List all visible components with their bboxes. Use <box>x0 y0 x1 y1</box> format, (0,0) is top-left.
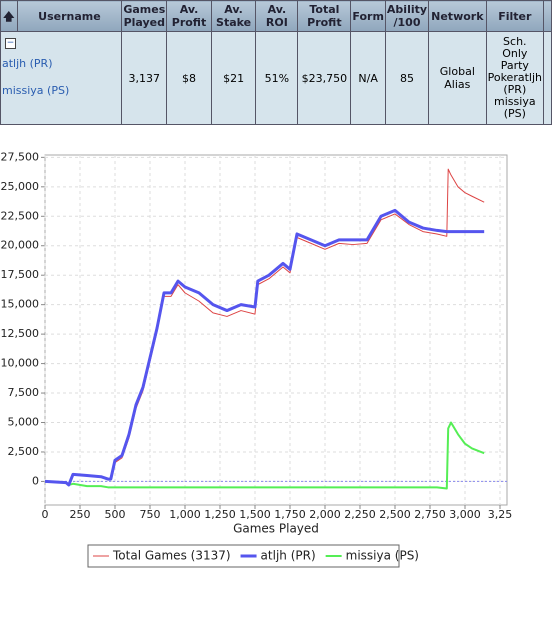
data-row: − atljh (PR) missiya (PS) 3,137 $8 $21 5… <box>0 31 552 125</box>
stats-table: 🡅 Username Games Played Av. Profit Av. S… <box>0 0 552 125</box>
header-cell[interactable]: Av. Stake <box>210 0 257 32</box>
cell: 51% <box>255 31 299 125</box>
x-tick-label: 3,000 <box>449 508 481 521</box>
header-cell[interactable]: Form <box>350 0 386 32</box>
series-line <box>44 208 485 487</box>
y-tick-label: 25,000 <box>1 180 40 193</box>
legend-label: atljh (PR) <box>261 549 316 563</box>
username-cell: − atljh (PR) missiya (PS) <box>0 31 123 125</box>
y-tick-label: 5,000 <box>8 416 40 429</box>
x-tick-label: 250 <box>70 508 91 521</box>
x-tick-label: 2,250 <box>344 508 376 521</box>
filter-line: Only <box>502 47 528 60</box>
header-cell[interactable]: Av. Profit <box>166 0 212 32</box>
x-tick-label: 2,750 <box>414 508 446 521</box>
header-cell[interactable]: Av. ROI <box>255 0 299 32</box>
filter-line: (PR) <box>503 83 527 96</box>
cell: Global Alias <box>428 31 487 125</box>
x-tick-label: 1,250 <box>204 508 236 521</box>
y-tick-label: 27,500 <box>1 150 40 163</box>
legend-label: missiya (PS) <box>346 549 419 563</box>
filter-line: (PS) <box>503 107 526 120</box>
header-cell <box>543 0 552 32</box>
username-link[interactable]: missiya (PS) <box>2 84 70 97</box>
cell: $23,750 <box>297 31 352 125</box>
header-cell[interactable]: Total Profit <box>297 0 352 32</box>
header-cell[interactable]: Games Played <box>121 0 168 32</box>
x-axis-title: Games Played <box>233 522 319 536</box>
x-tick-label: 0 <box>42 508 49 521</box>
header-cell[interactable]: Username <box>16 0 123 32</box>
cell <box>543 31 552 125</box>
cell: 85 <box>384 31 430 125</box>
filter-line: Party <box>500 59 529 72</box>
series-line <box>44 421 485 490</box>
username-link[interactable]: atljh (PR) <box>2 57 53 70</box>
x-tick-label: 1,500 <box>239 508 271 521</box>
filter-line: Pokeratljh <box>487 71 542 84</box>
filter-cell: Sch. Only Party Pokeratljh (PR) missiya (PS) <box>485 31 545 125</box>
y-tick-label: 20,000 <box>1 239 40 252</box>
x-tick-label: 1,750 <box>274 508 306 521</box>
y-tick-label: 2,500 <box>8 445 40 458</box>
filter-line: Sch. <box>503 35 527 48</box>
header-cell[interactable]: Ability /100 <box>384 0 430 32</box>
y-tick-label: 0 <box>32 474 39 487</box>
cell: N/A <box>350 31 386 125</box>
plot-area <box>44 154 508 506</box>
sort-icon[interactable]: 🡅 <box>0 0 18 32</box>
y-tick-label: 15,000 <box>1 298 40 311</box>
x-tick-label: 2,500 <box>379 508 411 521</box>
header-cell[interactable]: Filter <box>485 0 545 32</box>
legend: Total Games (3137) atljh (PR) missiya (PS) <box>87 544 419 568</box>
filter-line: missiya <box>494 95 536 108</box>
y-tick-label: 7,500 <box>8 386 40 399</box>
x-tick-label: 1,000 <box>169 508 201 521</box>
y-tick-label: 10,000 <box>1 357 40 370</box>
collapse-icon[interactable]: − <box>5 38 16 49</box>
x-tick-label: 3,25 <box>488 508 513 521</box>
header-row: 🡅 Username Games Played Av. Profit Av. S… <box>0 0 552 32</box>
y-tick-label: 22,500 <box>1 209 40 222</box>
header-cell[interactable]: Network <box>428 0 487 32</box>
y-tick-label: 17,500 <box>1 268 40 281</box>
chart: 0 2,500 5,000 7,500 10,000 12,500 15,000 17,500… <box>1 150 513 568</box>
cell: 3,137 <box>121 31 168 125</box>
x-tick-label: 500 <box>105 508 126 521</box>
y-tick-label: 12,500 <box>1 327 40 340</box>
legend-label: Total Games (3137) <box>112 549 231 563</box>
x-tick-label: 750 <box>140 508 161 521</box>
cell: $21 <box>210 31 257 125</box>
cell: $8 <box>166 31 212 125</box>
x-tick-label: 2,000 <box>309 508 341 521</box>
